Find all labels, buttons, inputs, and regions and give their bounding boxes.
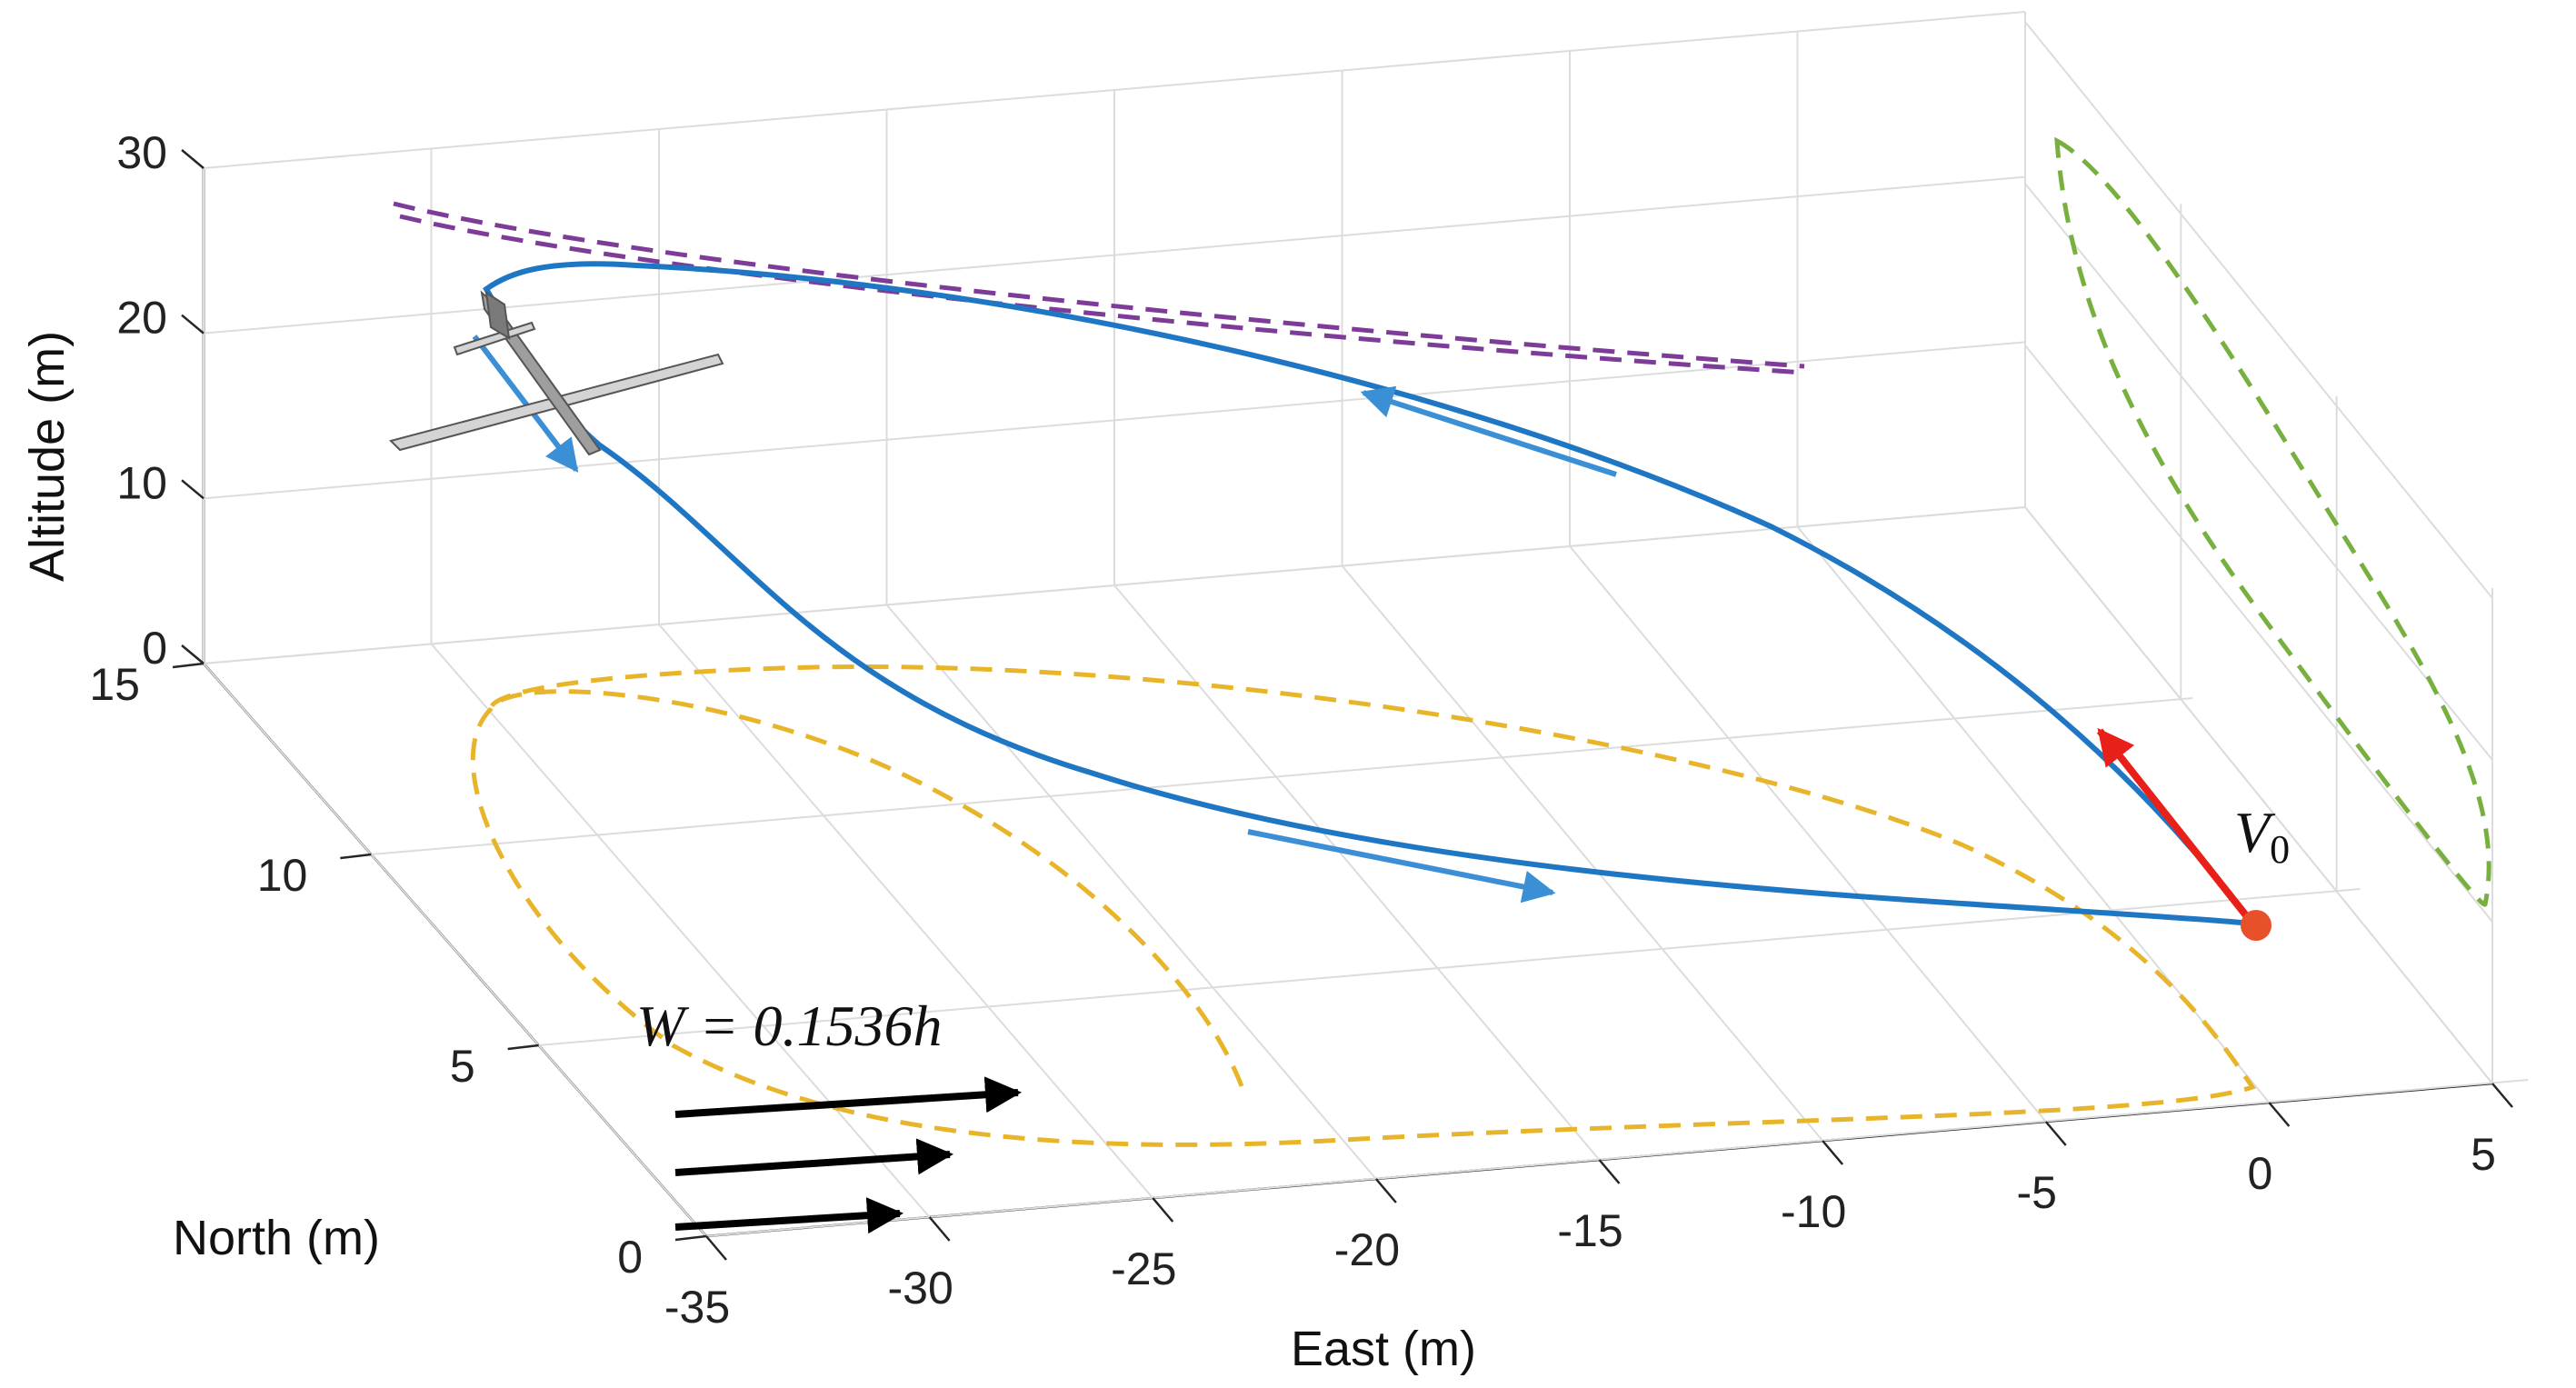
x-tick-label: -15	[1557, 1205, 1622, 1256]
x-axis-title: East (m)	[1291, 1322, 1476, 1376]
wind-equation-label: W = 0.1536h	[636, 994, 943, 1058]
grid-line-z-back	[203, 506, 2026, 664]
grid-line-y-floor	[371, 697, 2193, 855]
x-tick-label: -20	[1334, 1224, 1400, 1275]
x-tick-mark	[1822, 1140, 1844, 1165]
grid-line-y-floor	[705, 1079, 2529, 1237]
grid-line-x-floor	[885, 604, 1377, 1180]
north-wall-projection	[393, 201, 1805, 375]
y-tick-mark	[172, 662, 205, 669]
z-tick-mark	[181, 644, 205, 664]
direction-arrows	[472, 335, 1617, 904]
start-point-marker	[2241, 910, 2271, 941]
y-axis-title: North (m)	[173, 1211, 380, 1265]
x-tick-label: 5	[2471, 1129, 2496, 1180]
grid-line-z-side	[2024, 21, 2493, 599]
grid-line-x-floor	[430, 643, 931, 1218]
wind-arrow-3	[674, 1197, 904, 1234]
velocity-label: V0	[2234, 800, 2290, 872]
x-tick-mark	[705, 1235, 727, 1261]
wind-arrow-2	[674, 1138, 954, 1176]
grid-line-z-side	[2024, 506, 2493, 1084]
direction-arrow-left	[472, 335, 579, 473]
x-tick-mark	[2268, 1102, 2291, 1127]
z-tick-mark	[181, 314, 205, 335]
y-tick-label: 5	[450, 1041, 475, 1092]
z-axis-title: Altitude (m)	[20, 331, 75, 582]
y-tick-label: 15	[89, 659, 140, 710]
x-tick-mark	[1598, 1159, 1621, 1184]
grid-line-z-side	[2024, 345, 2493, 923]
glider-fin	[484, 290, 511, 340]
x-tick-mark	[2491, 1083, 2513, 1108]
grid-line-z-side	[2024, 183, 2493, 761]
grid-line-x-floor	[1113, 584, 1601, 1161]
grid-lines	[203, 11, 2529, 1237]
z-tick-label: 20	[116, 293, 167, 344]
x-tick-mark	[2044, 1121, 2067, 1146]
y-tick-label: 0	[617, 1232, 643, 1283]
x-tick-label: -25	[1111, 1243, 1176, 1294]
grid-line-x-floor	[203, 663, 707, 1237]
grid-line-y-floor	[538, 888, 2361, 1046]
glider-icon	[389, 290, 724, 456]
z-tick-label: 30	[116, 127, 167, 178]
z-tick-label: 10	[116, 457, 167, 508]
velocity-label-sub: 0	[2270, 827, 2290, 872]
y-tick-mark	[674, 1234, 707, 1242]
grid-line-x-floor	[1569, 545, 2047, 1123]
z-tick-mark	[181, 479, 205, 500]
x-tick-label: -10	[1781, 1186, 1846, 1237]
grid-line-z-back	[203, 11, 2026, 169]
x-tick-label: -5	[2017, 1167, 2057, 1218]
ground-projection-path	[470, 664, 2256, 1147]
direction-arrow-bottom	[1247, 829, 1556, 904]
z-tick-label: 0	[142, 623, 167, 674]
x-tick-mark	[1374, 1178, 1397, 1203]
velocity-label-base: V	[2234, 800, 2276, 864]
north-wall-projection-upper	[393, 201, 1805, 369]
y-tick-mark	[507, 1043, 539, 1051]
grid-line-x-floor	[1341, 564, 1823, 1142]
x-tick-mark	[1152, 1197, 1174, 1223]
y-tick-label: 10	[257, 850, 308, 901]
x-tick-mark	[928, 1216, 951, 1242]
direction-arrow-top	[1360, 385, 1617, 477]
wind-arrows	[674, 1076, 1022, 1234]
z-tick-mark	[181, 149, 205, 169]
wind-arrow-1	[674, 1076, 1022, 1118]
x-tick-label: -35	[664, 1282, 730, 1333]
initial-velocity-arrow	[2096, 727, 2256, 926]
x-tick-label: 0	[2247, 1148, 2272, 1199]
trajectory-path	[483, 261, 2255, 926]
east-wall-projection-path	[2054, 136, 2491, 907]
y-tick-mark	[340, 853, 372, 860]
x-tick-label: -30	[887, 1263, 953, 1313]
grid-line-z-back	[203, 175, 2026, 335]
grid-line-x-floor	[658, 624, 1154, 1199]
grid-line-x-floor	[1796, 525, 2271, 1103]
